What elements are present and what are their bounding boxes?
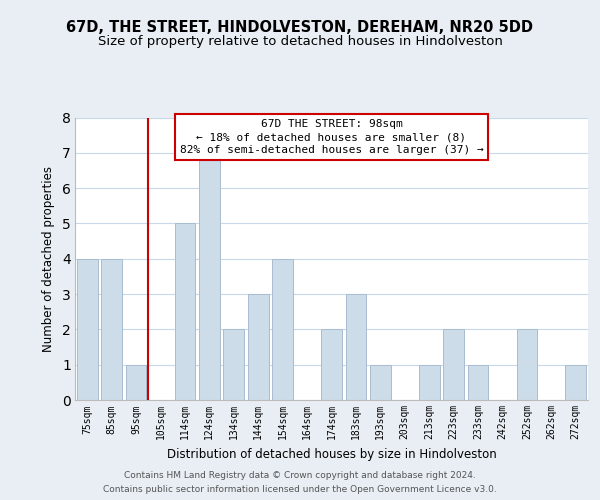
- Bar: [346, 294, 367, 400]
- Bar: [321, 330, 342, 400]
- Bar: [467, 364, 488, 400]
- Bar: [565, 364, 586, 400]
- Text: Contains public sector information licensed under the Open Government Licence v3: Contains public sector information licen…: [103, 484, 497, 494]
- Text: 67D, THE STREET, HINDOLVESTON, DEREHAM, NR20 5DD: 67D, THE STREET, HINDOLVESTON, DEREHAM, …: [67, 20, 533, 35]
- X-axis label: Distribution of detached houses by size in Hindolveston: Distribution of detached houses by size …: [167, 448, 496, 461]
- Bar: [125, 364, 146, 400]
- Bar: [272, 259, 293, 400]
- Bar: [101, 259, 122, 400]
- Bar: [175, 224, 196, 400]
- Bar: [248, 294, 269, 400]
- Bar: [77, 259, 98, 400]
- Text: 67D THE STREET: 98sqm
← 18% of detached houses are smaller (8)
82% of semi-detac: 67D THE STREET: 98sqm ← 18% of detached …: [179, 119, 484, 156]
- Bar: [443, 330, 464, 400]
- Text: Contains HM Land Registry data © Crown copyright and database right 2024.: Contains HM Land Registry data © Crown c…: [124, 472, 476, 480]
- Text: Size of property relative to detached houses in Hindolveston: Size of property relative to detached ho…: [98, 35, 502, 48]
- Y-axis label: Number of detached properties: Number of detached properties: [42, 166, 55, 352]
- Bar: [517, 330, 538, 400]
- Bar: [223, 330, 244, 400]
- Bar: [370, 364, 391, 400]
- Bar: [199, 153, 220, 400]
- Bar: [419, 364, 440, 400]
